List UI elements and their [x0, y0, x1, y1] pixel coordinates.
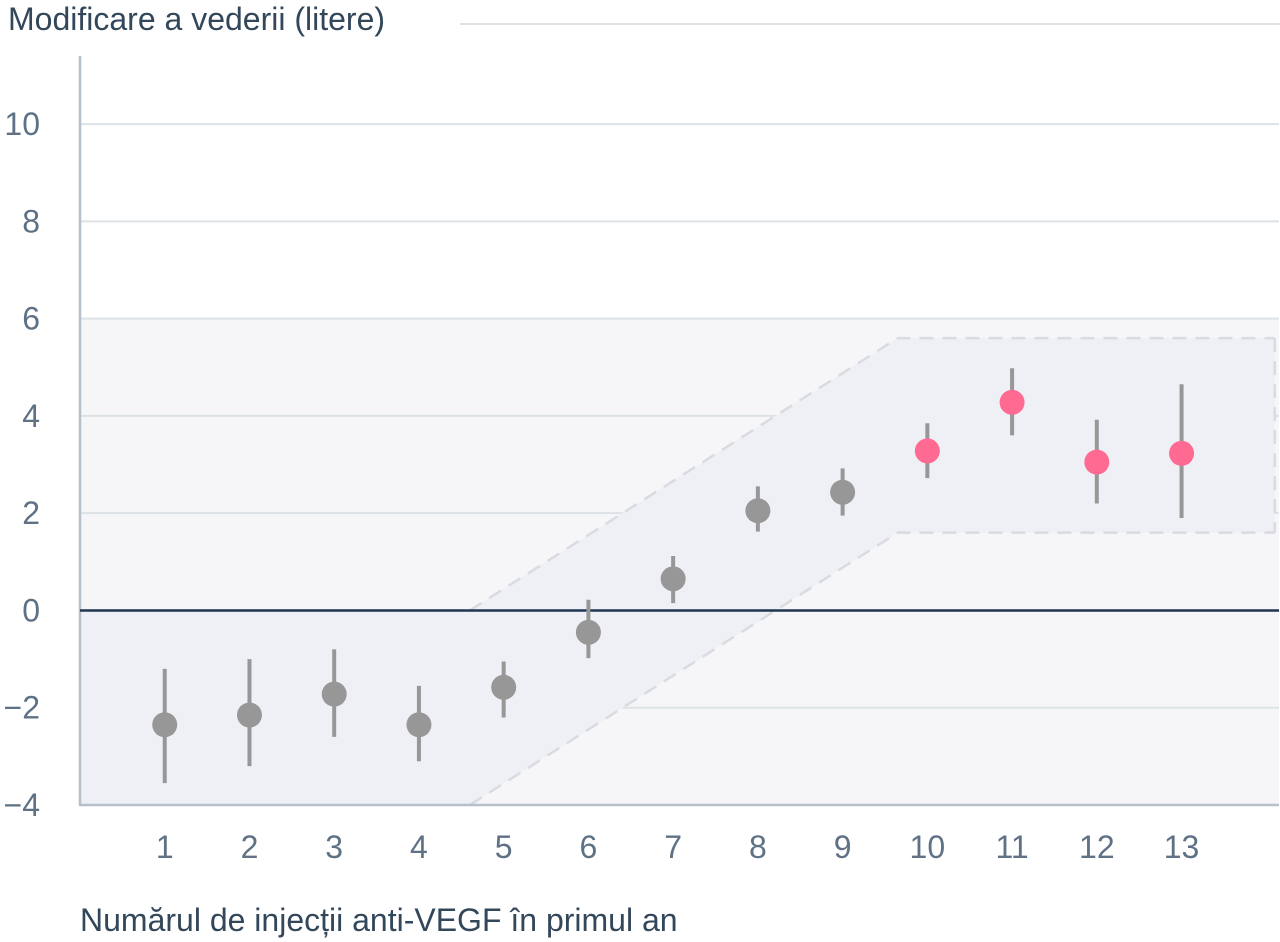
- y-tick-label-7: 10: [4, 106, 40, 142]
- x-tick-label-3: 3: [325, 829, 343, 865]
- x-tick-label-5: 5: [495, 829, 513, 865]
- data-point-12: [1084, 449, 1110, 475]
- x-tick-label-2: 2: [241, 829, 259, 865]
- y-tick-label-1: −2: [4, 690, 40, 726]
- data-point-6: [575, 619, 601, 645]
- axes: [78, 56, 1279, 807]
- data-point-9: [830, 479, 856, 505]
- y-tick-label-0: −4: [4, 787, 40, 823]
- data-point-10: [914, 438, 940, 464]
- data-point-8: [745, 498, 771, 524]
- y-tick-label-3: 2: [22, 495, 40, 531]
- x-tick-label-6: 6: [580, 829, 598, 865]
- data-point-13: [1169, 440, 1195, 466]
- x-tick-label-8: 8: [749, 829, 767, 865]
- x-tick-label-12: 12: [1079, 829, 1115, 865]
- data-point-11: [999, 389, 1025, 415]
- data-point-7: [660, 566, 686, 592]
- x-tick-label-7: 7: [664, 829, 682, 865]
- x-axis-title: Numărul de injecții anti-VEGF în primul …: [80, 902, 678, 938]
- trend-band-lower-edge: [469, 531, 1275, 807]
- data-point-3: [321, 681, 347, 707]
- y-tick-label-2: 0: [22, 592, 40, 628]
- data-point-5: [491, 674, 517, 700]
- y-tick-label-4: 4: [22, 398, 40, 434]
- y-tick-label-5: 6: [22, 301, 40, 337]
- trend-band-upper-edge: [469, 336, 1275, 612]
- x-tick-label-10: 10: [910, 829, 946, 865]
- data-points: [152, 368, 1195, 784]
- x-tick-label-9: 9: [834, 829, 852, 865]
- data-point-1: [152, 712, 178, 738]
- x-tick-label-11: 11: [995, 829, 1028, 865]
- data-point-2: [236, 702, 262, 728]
- y-axis-title: Modificare a vederii (litere): [8, 1, 385, 37]
- x-tick-label-1: 1: [156, 829, 174, 865]
- y-tick-label-6: 8: [22, 203, 40, 239]
- data-point-4: [406, 712, 432, 738]
- x-tick-label-13: 13: [1164, 829, 1200, 865]
- x-tick-label-4: 4: [410, 829, 428, 865]
